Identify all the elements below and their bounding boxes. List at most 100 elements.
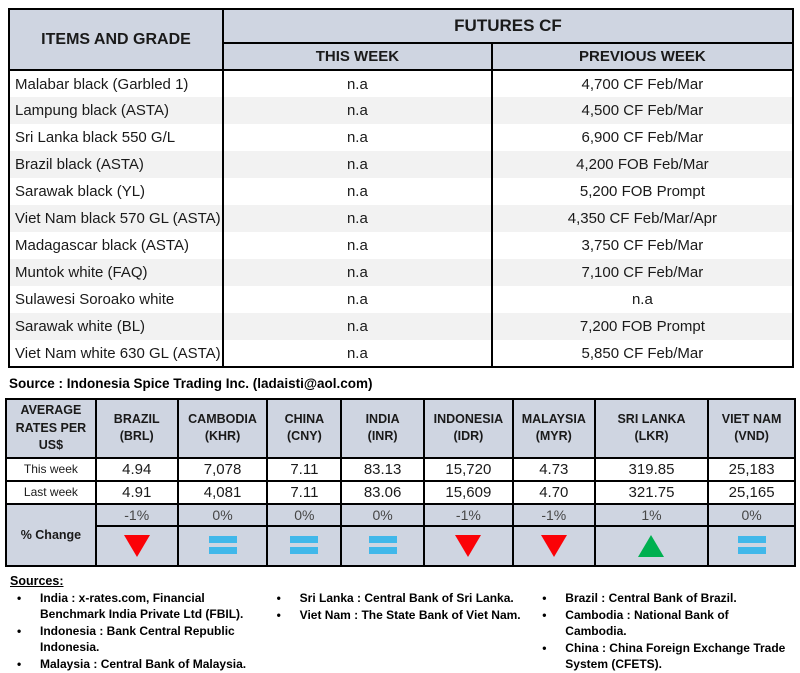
source-item: Indonesia : Bank Central Republic Indone… — [10, 623, 270, 655]
country-header-sri-lanka: SRI LANKA (LKR) — [595, 399, 708, 458]
country-name: INDIA — [346, 411, 419, 429]
previous-week-value: 4,200 FOB Feb/Mar — [492, 151, 793, 178]
change-direction-icon — [209, 536, 237, 554]
change-direction-icon — [369, 536, 397, 554]
source-item: Cambodia : National Bank of Cambodia. — [535, 607, 793, 639]
item-name: Viet Nam white 630 GL (ASTA) — [9, 340, 223, 367]
previous-week-value: 4,350 CF Feb/Mar/Apr — [492, 205, 793, 232]
this-week-value: n.a — [223, 97, 492, 124]
country-name: BRAZIL — [101, 411, 173, 429]
previous-week-value: 5,850 CF Feb/Mar — [492, 340, 793, 367]
this-week-value: n.a — [223, 259, 492, 286]
futures-row: Viet Nam black 570 GL (ASTA) n.a 4,350 C… — [9, 205, 793, 232]
currency-code: (CNY) — [272, 428, 336, 446]
previous-week-value: 6,900 CF Feb/Mar — [492, 124, 793, 151]
country-name: MALAYSIA — [518, 411, 590, 429]
sources-column-1: India : x-rates.com, Financial Benchmark… — [10, 590, 270, 673]
this-week-value: n.a — [223, 232, 492, 259]
this-week-value: n.a — [223, 124, 492, 151]
sources-column-2: Sri Lanka : Central Bank of Sri Lanka. V… — [270, 590, 536, 673]
pct-change-value: 0% — [178, 504, 268, 526]
currency-code: (IDR) — [429, 428, 508, 446]
currency-code: (LKR) — [600, 428, 703, 446]
item-name: Sri Lanka black 550 G/L — [9, 124, 223, 151]
this-week-value: n.a — [223, 313, 492, 340]
rate-value: 321.75 — [595, 481, 708, 504]
futures-source-note: Source : Indonesia Spice Trading Inc. (l… — [9, 376, 793, 391]
source-item: India : x-rates.com, Financial Benchmark… — [10, 590, 270, 622]
change-icon-row — [6, 526, 795, 566]
exchange-rates-table: AVERAGE RATES PER US$ BRAZIL (BRL) CAMBO… — [5, 398, 796, 567]
country-name: SRI LANKA — [600, 411, 703, 429]
pct-change-row: % Change -1% 0% 0% 0% -1% -1% 1% 0% — [6, 504, 795, 526]
rate-value: 83.13 — [341, 458, 424, 481]
rate-value: 319.85 — [595, 458, 708, 481]
rate-value: 4.94 — [96, 458, 178, 481]
pct-change-value: 0% — [708, 504, 795, 526]
futures-row: Sarawak black (YL) n.a 5,200 FOB Prompt — [9, 178, 793, 205]
item-name: Viet Nam black 570 GL (ASTA) — [9, 205, 223, 232]
rate-value: 4.73 — [513, 458, 595, 481]
rate-value: 15,720 — [424, 458, 513, 481]
row-label-last-week: Last week — [6, 481, 96, 504]
country-name: VIET NAM — [713, 411, 790, 429]
item-name: Sarawak black (YL) — [9, 178, 223, 205]
rate-value: 25,183 — [708, 458, 795, 481]
row-label-pct-change: % Change — [6, 504, 96, 566]
futures-row: Sulawesi Soroako white n.a n.a — [9, 286, 793, 313]
previous-week-value: 4,500 CF Feb/Mar — [492, 97, 793, 124]
source-item: Malaysia : Central Bank of Malaysia. — [10, 656, 270, 672]
futures-cf-header: FUTURES CF — [223, 9, 793, 43]
currency-code: (INR) — [346, 428, 419, 446]
source-item: Sri Lanka : Central Bank of Sri Lanka. — [270, 590, 536, 606]
this-week-value: n.a — [223, 286, 492, 313]
country-header-viet-nam: VIET NAM (VND) — [708, 399, 795, 458]
rate-value: 7.11 — [267, 481, 341, 504]
pct-change-value: 0% — [267, 504, 341, 526]
this-week-header: THIS WEEK — [223, 43, 492, 70]
rate-value: 7.11 — [267, 458, 341, 481]
row-label-this-week: This week — [6, 458, 96, 481]
country-header-indonesia: INDONESIA (IDR) — [424, 399, 513, 458]
rate-value: 15,609 — [424, 481, 513, 504]
this-week-row: This week 4.94 7,078 7.11 83.13 15,720 4… — [6, 458, 795, 481]
average-rates-header: AVERAGE RATES PER US$ — [6, 399, 96, 458]
country-header-cambodia: CAMBODIA (KHR) — [178, 399, 268, 458]
previous-week-value: 7,200 FOB Prompt — [492, 313, 793, 340]
currency-code: (KHR) — [183, 428, 263, 446]
rate-value: 7,078 — [178, 458, 268, 481]
item-name: Sulawesi Soroako white — [9, 286, 223, 313]
previous-week-value: 3,750 CF Feb/Mar — [492, 232, 793, 259]
pct-change-value: 0% — [341, 504, 424, 526]
item-name: Muntok white (FAQ) — [9, 259, 223, 286]
futures-row: Muntok white (FAQ) n.a 7,100 CF Feb/Mar — [9, 259, 793, 286]
country-name: CHINA — [272, 411, 336, 429]
previous-week-value: 7,100 CF Feb/Mar — [492, 259, 793, 286]
sources-section: Sources: India : x-rates.com, Financial … — [10, 574, 793, 673]
sources-column-3: Brazil : Central Bank of Brazil. Cambodi… — [535, 590, 793, 673]
this-week-value: n.a — [223, 70, 492, 97]
futures-table: ITEMS AND GRADE FUTURES CF THIS WEEK PRE… — [8, 8, 794, 368]
pct-change-value: 1% — [595, 504, 708, 526]
futures-row: Malabar black (Garbled 1) n.a 4,700 CF F… — [9, 70, 793, 97]
country-header-malaysia: MALAYSIA (MYR) — [513, 399, 595, 458]
country-name: INDONESIA — [429, 411, 508, 429]
country-header-india: INDIA (INR) — [341, 399, 424, 458]
item-name: Lampung black (ASTA) — [9, 97, 223, 124]
change-direction-icon — [290, 536, 318, 554]
source-item: Brazil : Central Bank of Brazil. — [535, 590, 793, 606]
futures-row: Viet Nam white 630 GL (ASTA) n.a 5,850 C… — [9, 340, 793, 367]
futures-row: Madagascar black (ASTA) n.a 3,750 CF Feb… — [9, 232, 793, 259]
change-direction-icon — [738, 536, 766, 554]
previous-week-value: 4,700 CF Feb/Mar — [492, 70, 793, 97]
futures-row: Sarawak white (BL) n.a 7,200 FOB Prompt — [9, 313, 793, 340]
futures-row: Brazil black (ASTA) n.a 4,200 FOB Feb/Ma… — [9, 151, 793, 178]
item-name: Madagascar black (ASTA) — [9, 232, 223, 259]
pct-change-value: -1% — [424, 504, 513, 526]
previous-week-header: PREVIOUS WEEK — [492, 43, 793, 70]
source-item: Viet Nam : The State Bank of Viet Nam. — [270, 607, 536, 623]
rate-value: 83.06 — [341, 481, 424, 504]
this-week-value: n.a — [223, 151, 492, 178]
item-name: Sarawak white (BL) — [9, 313, 223, 340]
